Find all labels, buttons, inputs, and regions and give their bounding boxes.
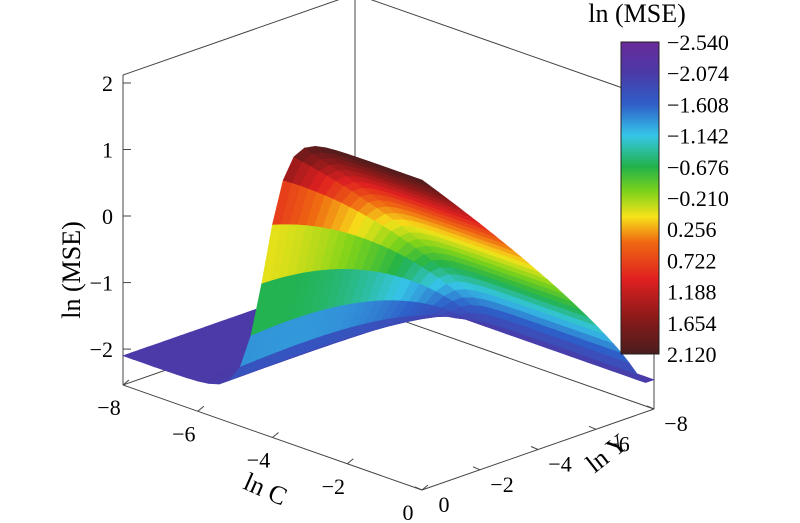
z-axis-ticks: −2 −1 0 1 2 [90,71,131,362]
y-axis-ticks: −8 −6 −4 −2 0 [414,405,688,517]
colorbar-tick-label: −2.074 [667,61,729,86]
colorbar-tick-label: −1.608 [667,92,729,117]
x-tick-mark [272,432,279,438]
y-tick-mark [646,405,655,410]
frame-edge-top-left [122,0,340,76]
colorbar-tick-label: 0.256 [667,217,717,242]
colorbar-tick-label: −0.210 [667,186,729,211]
colorbar-tick-label: 2.120 [667,342,717,367]
z-tick-label: 1 [102,138,113,163]
x-axis-title: ln C [239,467,291,511]
x-axis-ticks: −8 −6 −4 −2 0 [97,379,429,523]
z-tick-label: 0 [102,204,113,229]
y-tick-label: −2 [490,472,513,497]
x-tick-label: −2 [322,474,345,499]
colorbar-tick-label: −0.676 [667,155,729,180]
x-tick-mark [346,458,354,465]
colorbar-tick-label: −1.142 [667,124,729,149]
y-tick-label: −4 [548,452,571,477]
z-tick-label: 2 [102,71,113,96]
x-tick-label: −6 [172,421,195,446]
x-tick-label: 0 [403,500,414,523]
y-tick-label: −6 [606,431,629,456]
surface [122,145,655,385]
colorbar-tick-label: −2.540 [667,30,729,55]
colorbar-tick-label: 0.722 [667,248,717,273]
y-tick-label: 0 [439,492,450,517]
x-tick-mark [421,484,429,491]
y-tick-label: −8 [664,411,687,436]
colorbar: ln (MSE) −2.540−2.074−1.608−1.142−0.676−… [588,0,729,367]
y-tick-mark [414,486,423,491]
z-axis-title: ln (MSE) [57,221,86,319]
x-tick-mark [122,379,130,386]
x-tick-mark [197,405,205,412]
colorbar-ticks: −2.540 −2.074 −1.608 −1.142 −0.676 −0.210 0.25… [667,30,729,367]
colorbar-tick-label: 1.188 [667,280,717,305]
z-tick-label: −2 [90,337,113,362]
frame-edge-top-back [370,0,655,100]
y-tick-mark [472,466,481,471]
colorbar-title: ln (MSE) [588,0,686,28]
y-tick-mark [530,446,539,450]
x-tick-label: −4 [247,448,270,473]
y-tick-mark [588,425,597,430]
surface-patch [411,176,431,187]
z-tick-label: −1 [90,271,113,296]
x-tick-label: −8 [97,395,120,420]
colorbar-tick-label: 1.654 [667,311,717,336]
colorbar-bar [620,41,660,355]
